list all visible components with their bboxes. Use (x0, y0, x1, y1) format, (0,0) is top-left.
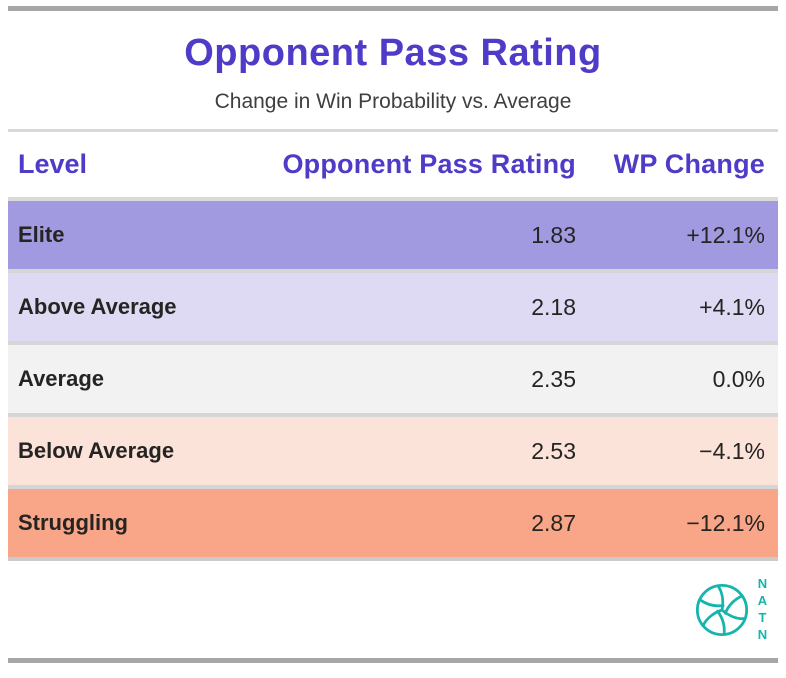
column-header-opponent-pass-rating[interactable]: Opponent Pass Rating (282, 149, 576, 179)
page-title: Opponent Pass Rating (184, 32, 602, 74)
level-cell: Elite (18, 222, 65, 247)
rating-cell: 2.53 (531, 437, 576, 464)
rating-cell: 2.35 (531, 365, 576, 392)
rating-cell: 1.83 (531, 221, 576, 248)
column-header-level[interactable]: Level (18, 149, 88, 179)
rating-cell: 2.87 (531, 509, 576, 536)
brand-logo-text: NATN (755, 575, 770, 644)
footer: NATN (8, 561, 778, 658)
wp-change-cell: −4.1% (699, 437, 765, 464)
column-header-wp-change[interactable]: WP Change (613, 149, 765, 179)
wp-change-cell: +12.1% (686, 221, 765, 248)
table-body: Elite 1.83 +12.1% Above Average 2.18 +4.… (8, 201, 778, 557)
report-page: Opponent Pass Rating Change in Win Proba… (0, 6, 786, 678)
header-divider-line (8, 129, 778, 132)
brand-logo: NATN (694, 576, 770, 644)
wp-change-cell: −12.1% (686, 509, 765, 536)
top-divider-bar (8, 6, 778, 11)
table-header-row: Level Opponent Pass Rating WP Change (8, 132, 778, 197)
level-cell: Below Average (18, 438, 175, 463)
wp-change-cell: 0.0% (712, 365, 765, 392)
table-row-struggling[interactable]: Struggling 2.87 −12.1% (8, 489, 778, 557)
level-cell: Average (18, 366, 105, 391)
wp-change-cell: +4.1% (699, 293, 765, 320)
page-subtitle: Change in Win Probability vs. Average (214, 90, 572, 113)
level-cell: Struggling (18, 510, 128, 535)
bottom-divider-bar (8, 658, 778, 663)
table-header-underline (8, 197, 778, 201)
table-row-below-average[interactable]: Below Average 2.53 −4.1% (8, 417, 778, 485)
table-bottom-line (8, 557, 778, 561)
rating-cell: 2.18 (531, 293, 576, 320)
table-row-average[interactable]: Average 2.35 0.0% (8, 345, 778, 413)
volleyball-icon (694, 582, 750, 638)
table-row-elite[interactable]: Elite 1.83 +12.1% (8, 201, 778, 269)
table-row-above-average[interactable]: Above Average 2.18 +4.1% (8, 273, 778, 341)
level-cell: Above Average (18, 294, 177, 319)
